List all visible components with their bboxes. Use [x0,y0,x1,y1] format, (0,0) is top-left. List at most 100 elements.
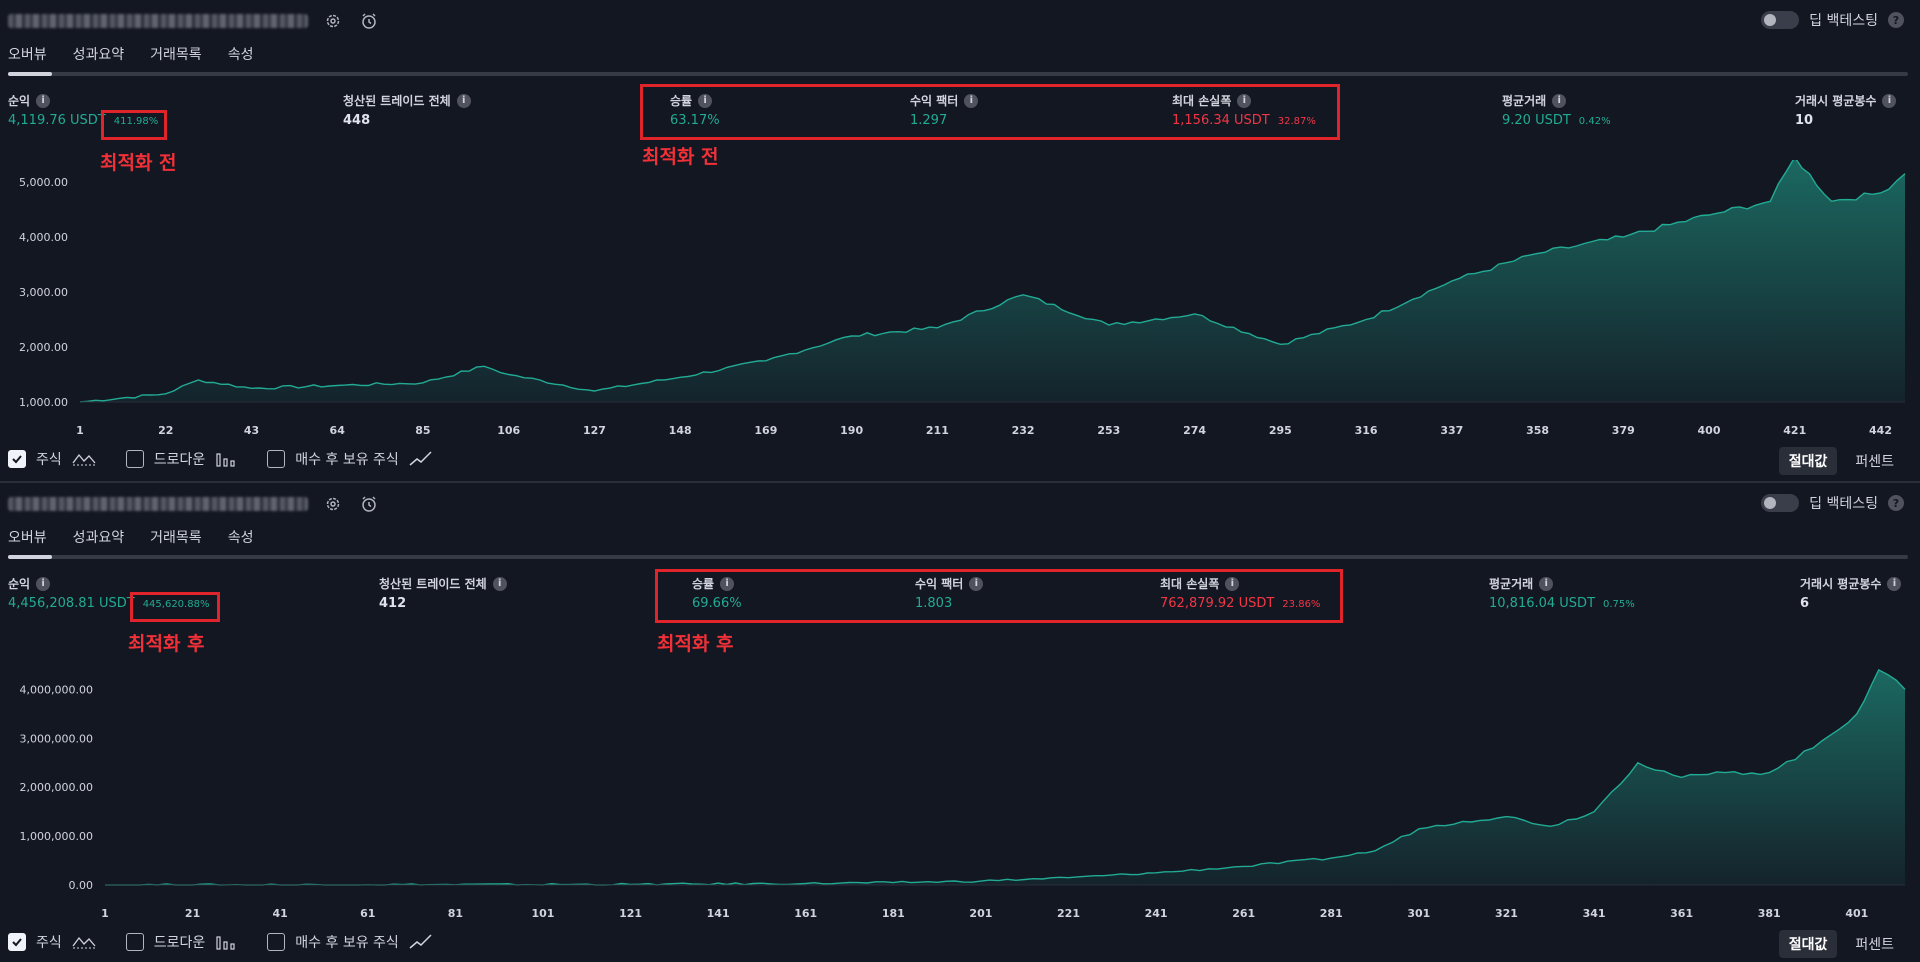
option-equity[interactable]: 주식 [8,449,96,469]
metric-value: 69.66% [692,596,742,611]
alarm-clock-icon[interactable] [358,493,380,515]
equity-area [80,160,1905,402]
metric-label: 청산된 트레이드 전체 [343,94,451,108]
help-icon[interactable]: ? [1888,12,1904,28]
checkbox-equity[interactable] [8,933,26,951]
metric-value: 10 [1795,113,1814,128]
info-icon[interactable]: i [1882,93,1897,108]
x-tick-label: 274 [1183,424,1206,437]
option-buy-hold[interactable]: 매수 후 보유 주식 [267,932,433,952]
metric-value: 6 [1800,596,1810,611]
y-tick-label: 4,000.00 [19,231,68,244]
panel-divider [0,481,1920,483]
mode-percent-button[interactable]: 퍼센트 [1855,937,1894,953]
bar-chart-icon [216,453,235,467]
option-label: 주식 [36,935,62,951]
x-tick-label: 101 [531,907,554,920]
settings-gear-icon[interactable] [322,10,344,32]
metric-win-rate: 승률 i 63.17% [670,92,720,128]
tab-properties[interactable]: 속성 [227,530,254,546]
checkbox-buy-hold[interactable] [267,450,286,468]
metric-label: 수익 팩터 [910,94,959,108]
tab-trades-list[interactable]: 거래목록 [150,47,202,63]
tab-overview[interactable]: 오버뷰 [8,47,47,63]
tab-properties[interactable]: 속성 [227,47,254,63]
equity-line [105,668,1906,886]
deep-backtest-toggle[interactable] [1761,11,1800,29]
x-tick-label: 253 [1097,424,1120,437]
x-tick-label: 358 [1526,424,1549,437]
info-icon[interactable]: i [36,576,51,591]
metric-avg-bars: 거래시 평균봉수 i 6 [1800,575,1902,611]
settings-gear-icon[interactable] [322,493,344,515]
metric-label: 수익 팩터 [915,577,964,591]
metric-value: 1,156.34 USDT [1172,113,1270,128]
value-mode-switch: 절대값 퍼센트 [1778,447,1904,475]
info-icon[interactable]: i [1237,93,1252,108]
metric-value: 448 [343,113,371,128]
mode-absolute-button[interactable]: 절대값 [1778,930,1838,958]
x-tick-label: 121 [619,907,642,920]
x-tick-label: 211 [926,424,949,437]
info-icon[interactable]: i [969,576,984,591]
value-mode-switch: 절대값 퍼센트 [1778,930,1904,958]
x-tick-label: 442 [1869,424,1892,437]
option-equity[interactable]: 주식 [8,932,96,952]
metric-avg-bars: 거래시 평균봉수 i 10 [1795,92,1897,128]
x-tick-label: 401 [1845,907,1868,920]
x-tick-label: 64 [330,424,346,437]
deep-backtest-toggle[interactable] [1761,494,1800,512]
info-icon[interactable]: i [1552,93,1567,108]
info-icon[interactable]: i [1539,576,1554,591]
annotation-label-mid: 최적화 후 [657,633,734,655]
y-tick-label: 2,000.00 [19,341,68,354]
x-tick-label: 321 [1495,907,1518,920]
x-tick-label: 221 [1057,907,1080,920]
mode-percent-button[interactable]: 퍼센트 [1855,454,1894,470]
metric-value: 412 [379,596,407,611]
checkbox-drawdown[interactable] [125,450,144,468]
metric-value: 1.803 [915,596,953,611]
x-tick-label: 232 [1012,424,1035,437]
option-label: 드로다운 [153,935,206,951]
equity-area [105,669,1905,885]
metric-value: 1.297 [910,113,948,128]
strategy-name-blurred [8,14,308,28]
metric-percent: 411.98% [113,116,159,127]
info-icon[interactable]: i [964,93,979,108]
metric-label: 승률 [670,94,693,108]
tab-trades-list[interactable]: 거래목록 [150,530,202,546]
x-tick-label: 337 [1440,424,1463,437]
x-tick-label: 141 [707,907,730,920]
info-icon[interactable]: i [36,93,51,108]
x-tick-label: 281 [1320,907,1343,920]
x-tick-label: 85 [415,424,430,437]
equity-line [79,160,1906,403]
checkbox-drawdown[interactable] [125,933,144,951]
option-drawdown[interactable]: 드로다운 [125,449,238,469]
deep-backtest-toggle-group: 딥 백테스팅 ? [1761,493,1904,513]
metric-label: 최대 손실폭 [1172,94,1232,108]
tab-performance-summary[interactable]: 성과요약 [72,530,125,546]
help-icon[interactable]: ? [1888,495,1904,511]
metric-label: 승률 [692,577,715,591]
x-tick-label: 341 [1583,907,1606,920]
checkbox-buy-hold[interactable] [267,933,286,951]
metric-label: 평균거래 [1502,94,1547,108]
option-buy-hold[interactable]: 매수 후 보유 주식 [267,449,433,469]
tab-performance-summary[interactable]: 성과요약 [72,47,125,63]
info-icon[interactable]: i [492,576,507,591]
info-icon[interactable]: i [720,576,735,591]
alarm-clock-icon[interactable] [358,10,380,32]
metric-value: 63.17% [670,113,720,128]
info-icon[interactable]: i [456,93,471,108]
info-icon[interactable]: i [698,93,713,108]
x-tick-label: 106 [497,424,520,437]
info-icon[interactable]: i [1225,576,1240,591]
checkbox-equity[interactable] [8,450,26,468]
mode-absolute-button[interactable]: 절대값 [1778,447,1838,475]
metric-profit-factor: 수익 팩터 i 1.803 [915,575,984,611]
info-icon[interactable]: i [1887,576,1902,591]
tab-overview[interactable]: 오버뷰 [8,530,47,546]
option-drawdown[interactable]: 드로다운 [125,932,238,952]
